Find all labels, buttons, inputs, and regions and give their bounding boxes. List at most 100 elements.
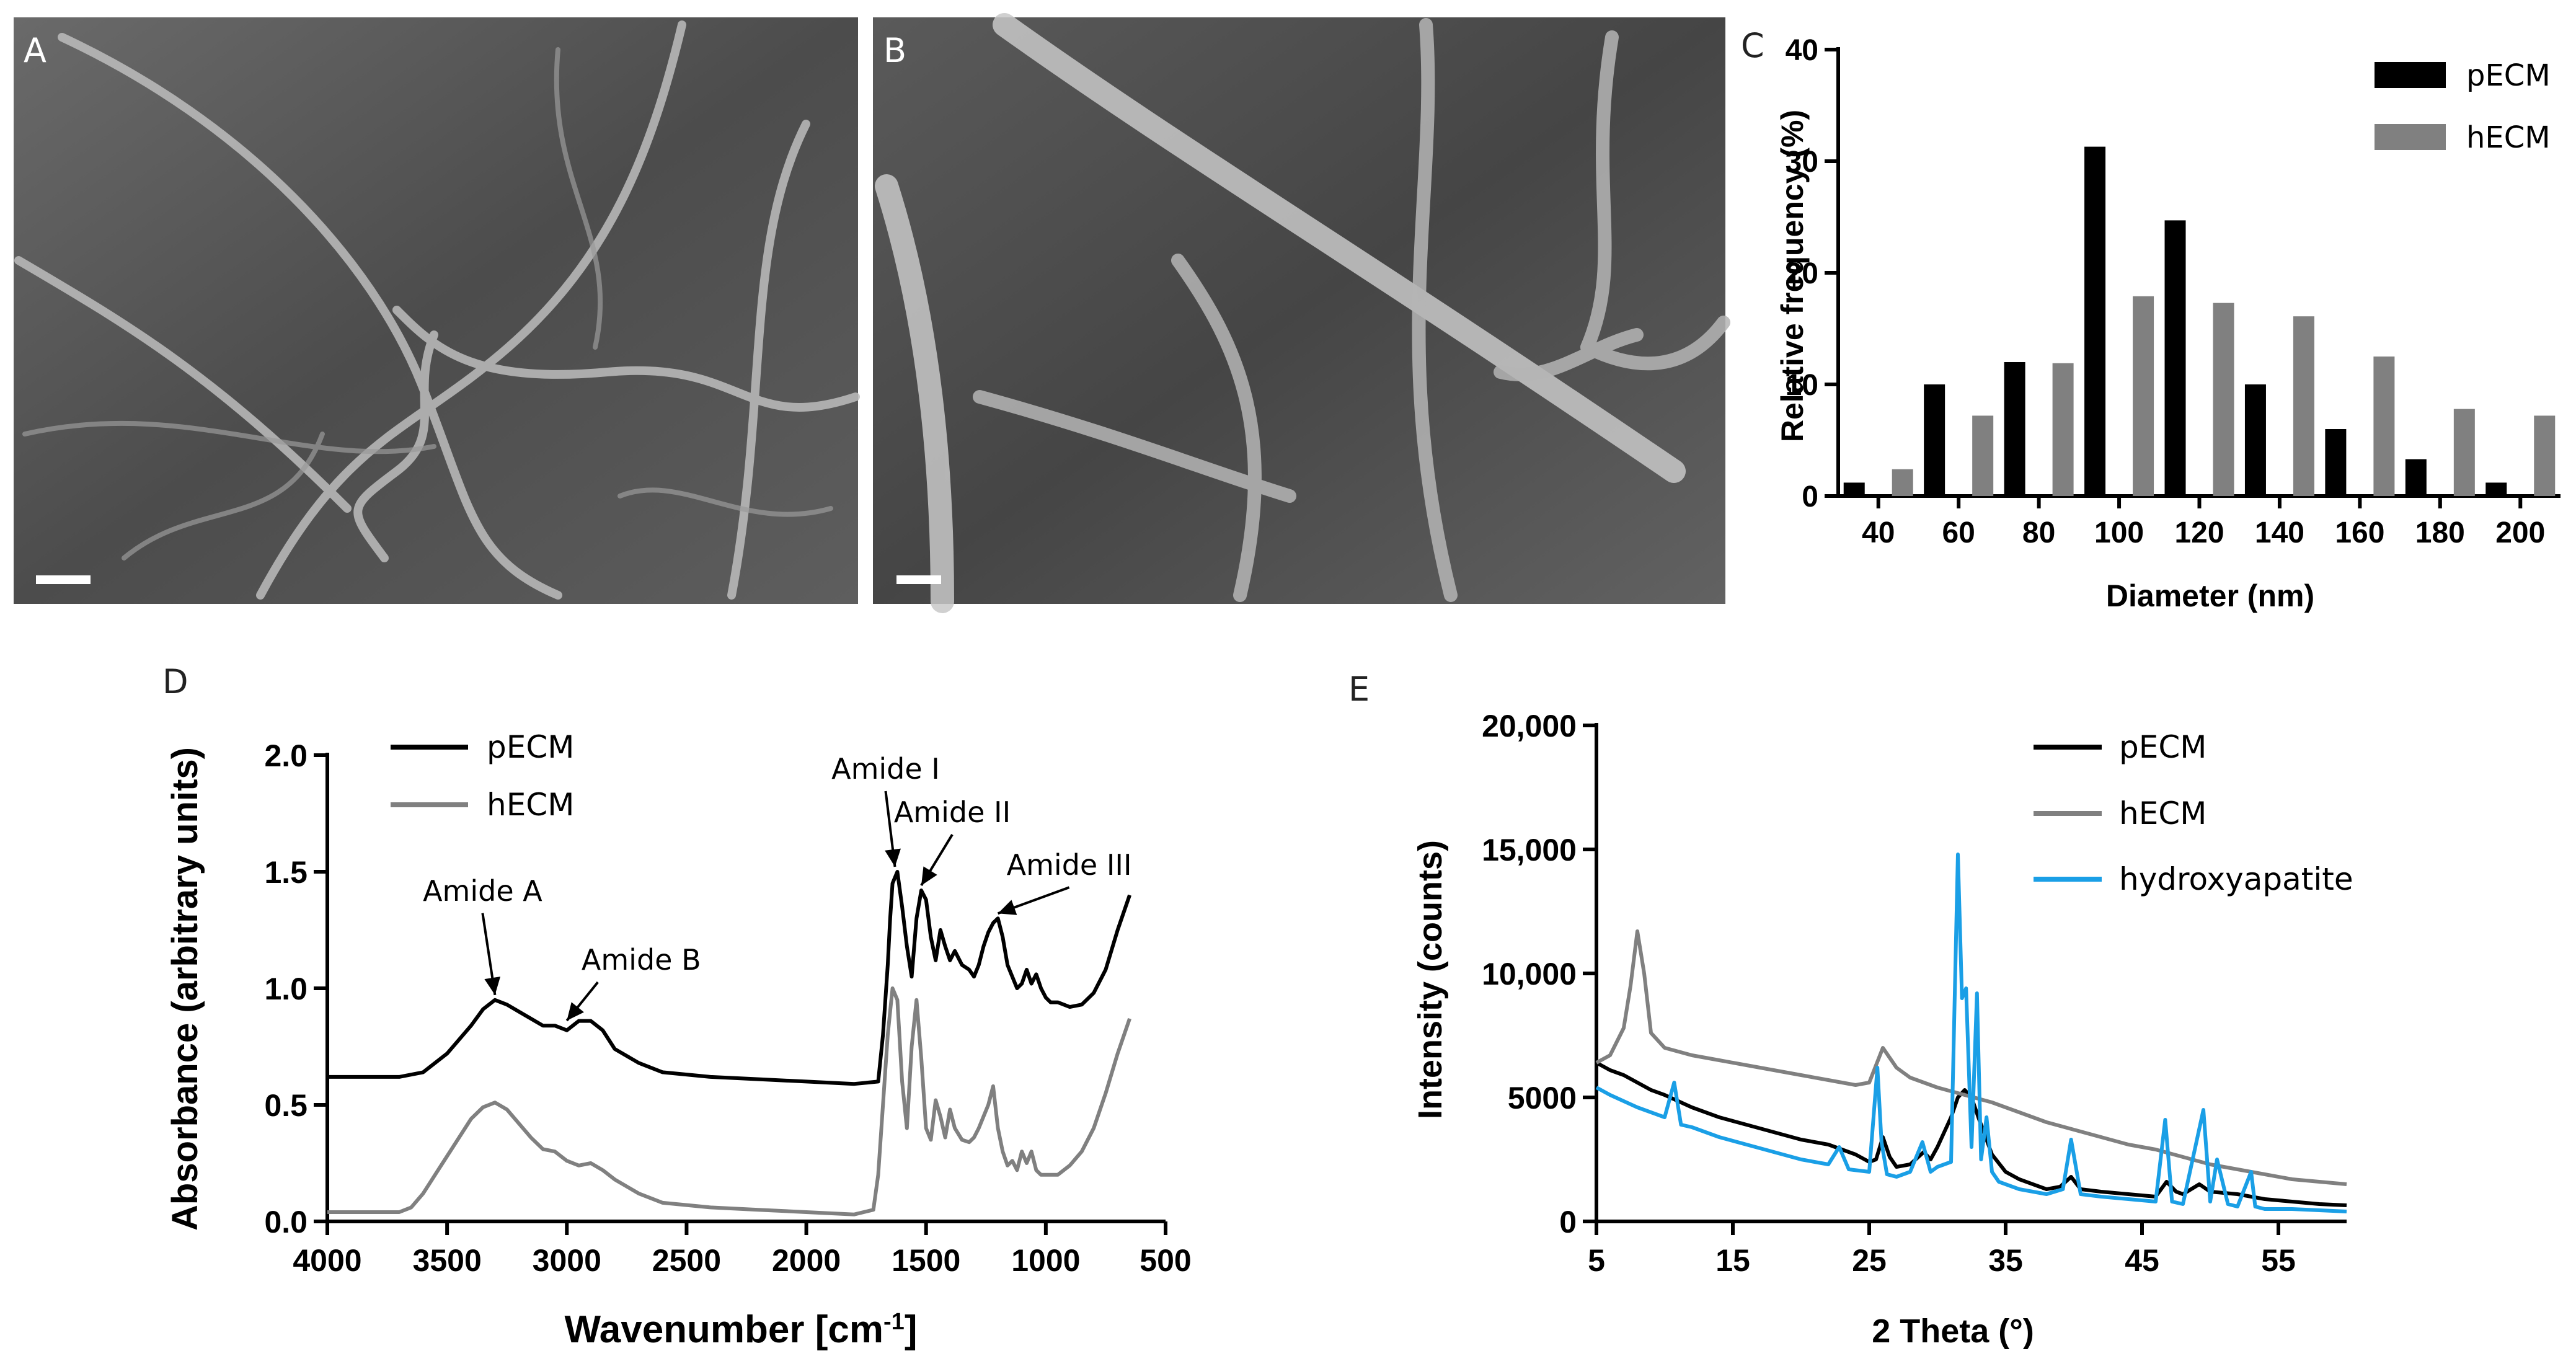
y-tick-label-d: 1.5 — [264, 855, 308, 890]
series-line-hydroxyapatite — [1595, 853, 2347, 1213]
y-axis-title-c: Relative frequency (%) — [1775, 110, 1810, 442]
x-tick-label-c: 80 — [2022, 516, 2055, 549]
annotation-arrowhead — [885, 848, 901, 867]
y-tick-label-e: 10,000 — [1482, 957, 1577, 991]
panel-label-a: A — [24, 31, 46, 70]
panel-label-d: D — [162, 662, 188, 701]
bar-pecm-180 — [2405, 459, 2427, 496]
x-tick-label-d: 500 — [1140, 1243, 1191, 1278]
x-tick-label-d: 1000 — [1011, 1243, 1080, 1278]
x-tick-label-d: 3500 — [413, 1243, 482, 1278]
legend-label-hecm-e: hECM — [2119, 795, 2206, 831]
y-tick-label-d: 0.5 — [264, 1088, 308, 1123]
bar-pecm-160 — [2325, 429, 2347, 496]
bar-hecm-60 — [1972, 415, 1994, 496]
scale-bar-a — [36, 575, 91, 584]
bar-pecm-200 — [2485, 482, 2507, 496]
annotation-arrowhead — [567, 1002, 584, 1021]
legend-label-hecm-d: hECM — [487, 787, 574, 823]
x-tick-label-e: 45 — [2125, 1243, 2159, 1278]
bar-pecm-140 — [2244, 384, 2266, 496]
ticks-e: 0 5000 10,000 15,000 20,000 5 15 25 35 45 55 — [1482, 709, 2296, 1278]
series-line-hecm — [327, 986, 1131, 1216]
y-tick-label-e: 15,000 — [1482, 833, 1577, 867]
bar-hecm-120 — [2213, 303, 2234, 496]
bar-hecm-80 — [2052, 363, 2074, 496]
legend-label-hecm: hECM — [2466, 120, 2551, 155]
x-tick-label-c: 200 — [2495, 516, 2545, 549]
legend-label-pecm: pECM — [2466, 58, 2551, 93]
legend-d: pECM hECM — [391, 729, 574, 823]
legend-swatch-hecm — [2375, 124, 2446, 150]
annotation-arrowhead — [921, 866, 937, 886]
y-tick-label-c: 20 — [1786, 257, 1818, 290]
bar-hecm-200 — [2534, 415, 2556, 496]
x-tick-label-c: 100 — [2094, 516, 2144, 549]
x-tick-label-e: 55 — [2261, 1243, 2296, 1278]
chart-d: 0.0 0.5 1.0 1.5 2.0 4000 3500 3000 2500 2000 1500 1… — [165, 729, 1192, 1351]
annotation-arrowhead — [998, 900, 1017, 915]
legend-label-pecm-d: pECM — [487, 729, 574, 765]
x-axis-title-d: Wavenumber [cm-1] — [565, 1308, 918, 1351]
annotation-amide-a: Amide A — [423, 874, 542, 908]
y-tick-label-d: 1.0 — [264, 972, 308, 1006]
series-line-pecm — [327, 870, 1131, 1086]
chart-c: 0 10 20 30 40 40 60 80 100 120 140 160 180 200 Diamet… — [1775, 34, 2561, 613]
bar-pecm-100 — [2084, 146, 2106, 497]
bar-hecm-140 — [2293, 316, 2314, 496]
x-tick-label-c: 180 — [2415, 516, 2465, 549]
series-line-pecm — [1595, 1061, 2347, 1207]
bar-hecm-180 — [2453, 409, 2475, 496]
ticks-d: 0.0 0.5 1.0 1.5 2.0 4000 3500 3000 2500 2000 1500 1… — [264, 738, 1191, 1278]
y-tick-label-c: 40 — [1786, 34, 1818, 67]
scale-bar-b — [896, 575, 941, 584]
x-tick-label-c: 60 — [1942, 516, 1975, 549]
y-tick-label-c: 10 — [1786, 369, 1818, 402]
y-tick-label-e: 20,000 — [1482, 709, 1577, 743]
legend-label-hydroxyapatite: hydroxyapatite — [2119, 861, 2353, 897]
y-axis-title-e: Intensity (counts) — [1412, 840, 1449, 1119]
annotation-arrowhead — [484, 977, 501, 995]
y-tick-label-d: 2.0 — [264, 738, 308, 773]
lines-d — [327, 870, 1131, 1216]
legend-e: pECM hECM hydroxyapatite — [2034, 729, 2353, 897]
bar-hecm-160 — [2373, 357, 2395, 496]
bars-c — [1843, 146, 2556, 497]
panel-label-b: B — [883, 31, 906, 70]
panel-label-c: C — [1741, 26, 1764, 65]
y-tick-label-e: 0 — [1559, 1205, 1577, 1239]
x-tick-label-d: 2500 — [652, 1243, 721, 1278]
x-tick-label-e: 5 — [1588, 1243, 1605, 1278]
x-tick-label-d: 1500 — [892, 1243, 960, 1278]
axes-c — [1836, 47, 2561, 498]
x-tick-label-c: 120 — [2174, 516, 2224, 549]
bar-hecm-100 — [2133, 296, 2154, 496]
x-tick-label-d: 4000 — [293, 1243, 361, 1278]
y-tick-label-d: 0.0 — [264, 1205, 308, 1239]
series-line-hecm — [1595, 929, 2347, 1186]
x-axis-title-c: Diameter (nm) — [2106, 578, 2314, 613]
x-tick-label-d: 2000 — [772, 1243, 841, 1278]
annotation-amide-iii: Amide III — [1007, 848, 1132, 882]
legend-swatch-pecm — [2375, 62, 2446, 88]
bar-pecm-120 — [2164, 220, 2186, 496]
lines-e — [1595, 853, 2347, 1213]
bar-pecm-60 — [1924, 384, 1945, 496]
y-tick-label-e: 5000 — [1508, 1081, 1577, 1115]
x-tick-label-c: 40 — [1862, 516, 1895, 549]
sem-image-b — [873, 13, 1730, 613]
bar-pecm-40 — [1843, 482, 1865, 496]
y-tick-label-c: 30 — [1786, 146, 1818, 179]
annotation-amide-ii: Amide II — [894, 795, 1011, 829]
legend-c: pECM hECM — [2375, 58, 2551, 155]
x-tick-label-c: 140 — [2255, 516, 2304, 549]
x-tick-label-e: 15 — [1715, 1243, 1750, 1278]
legend-label-pecm-e: pECM — [2119, 729, 2206, 765]
y-tick-label-c: 0 — [1802, 481, 1818, 513]
x-tick-label-e: 35 — [1988, 1243, 2023, 1278]
x-tick-label-e: 25 — [1852, 1243, 1887, 1278]
ticks-c: 0 10 20 30 40 40 60 80 100 120 140 160 180 200 — [1786, 34, 2546, 549]
x-tick-label-c: 160 — [2335, 516, 2384, 549]
bar-hecm-40 — [1892, 469, 1913, 496]
